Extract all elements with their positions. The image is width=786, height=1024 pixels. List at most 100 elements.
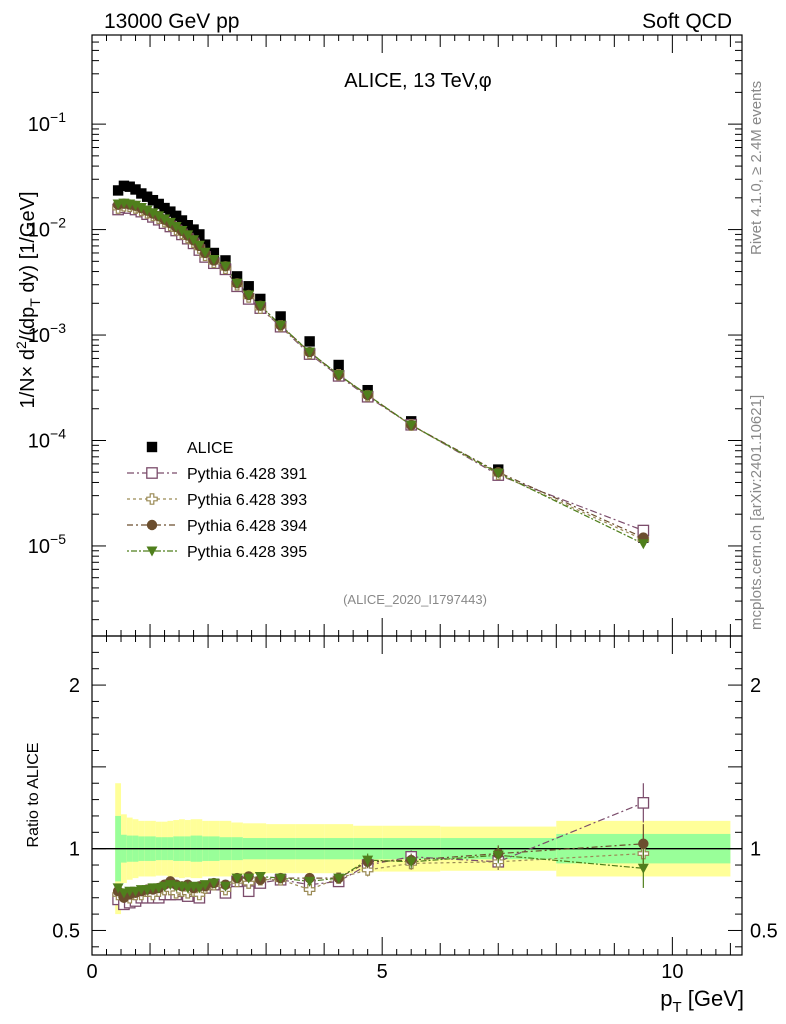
point-alice bbox=[170, 210, 182, 222]
header-left: 13000 GeV pp bbox=[104, 10, 239, 33]
ratio-point-pythia-6-428-395 bbox=[362, 855, 374, 866]
point-pythia-6-428-395 bbox=[147, 208, 159, 219]
header-right: Soft QCD bbox=[642, 10, 732, 33]
point-alice bbox=[220, 255, 231, 266]
legend-label: Pythia 6.428 391 bbox=[187, 466, 307, 483]
point-pythia-6-428-395 bbox=[182, 230, 194, 241]
ratio-point-pythia-6-428-391 bbox=[637, 797, 650, 809]
ratio-point-pythia-6-428-395 bbox=[637, 863, 649, 874]
point-alice bbox=[255, 293, 266, 305]
ratio-point-pythia-6-428-395 bbox=[405, 857, 417, 868]
point-pythia-6-428-395 bbox=[275, 320, 287, 331]
point-pythia-6-428-395 bbox=[304, 347, 316, 358]
y-label-part: /(dp bbox=[17, 307, 39, 341]
point-pythia-6-428-395 bbox=[243, 290, 255, 301]
point-pythia-6-428-395 bbox=[170, 221, 182, 232]
x-label-part: T bbox=[672, 999, 681, 1016]
mcplots-label: mcplots.cern.ch [arXiv:2401.10621] bbox=[748, 395, 765, 630]
ratio-y-tick-label: 0.5 bbox=[52, 920, 80, 942]
x-label-part: p bbox=[660, 986, 672, 1011]
ratio-y-tick-label-right: 2 bbox=[750, 675, 761, 697]
point-pythia-6-428-395 bbox=[153, 211, 165, 222]
point-pythia-6-428-395 bbox=[188, 235, 200, 246]
y-tick-base: 10 bbox=[28, 114, 50, 136]
point-pythia-6-428-395 bbox=[254, 301, 266, 312]
ratio-point-pythia-6-428-394 bbox=[638, 838, 649, 849]
ratio-point-pythia-6-428-395 bbox=[333, 873, 345, 884]
point-pythia-6-428-395 bbox=[193, 240, 205, 251]
main-y-axis-label: 1/N× d2/(dpT dy) [1/GeV] bbox=[13, 191, 43, 408]
legend-label: Pythia 6.428 394 bbox=[187, 518, 307, 535]
ratio-data-marks bbox=[112, 783, 650, 911]
y-tick-exponent: −3 bbox=[50, 320, 66, 336]
y-tick-exponent: −5 bbox=[50, 531, 66, 547]
series-line-pythia-6-428-393 bbox=[117, 205, 644, 541]
ratio-y-tick-label-right: 1 bbox=[750, 839, 761, 861]
x-tick-label: 10 bbox=[661, 961, 683, 983]
point-pythia-6-428-395 bbox=[141, 205, 153, 216]
x-label-part: [GeV] bbox=[682, 986, 744, 1011]
main-data-marks bbox=[112, 180, 650, 550]
point-pythia-6-428-395 bbox=[333, 370, 345, 381]
y-tick-base: 10 bbox=[28, 325, 50, 347]
point-pythia-6-428-395 bbox=[199, 247, 211, 258]
y-label-part: 2 bbox=[13, 341, 29, 349]
ratio-axes: 0.5 0.5 1 1 2 2 0 5 10 bbox=[52, 635, 778, 983]
main-panel: 10−510−410−310−210−1 ALICE, 13 TeV,φ (AL… bbox=[13, 34, 743, 637]
y-tick-label: 10−5 bbox=[28, 531, 66, 558]
y-tick-exponent: −4 bbox=[50, 425, 66, 441]
point-pythia-6-428-395 bbox=[231, 278, 243, 289]
ratio-point-pythia-6-428-393 bbox=[361, 864, 374, 876]
ratio-y-tick-label-right: 0.5 bbox=[750, 920, 778, 942]
point-pythia-6-428-395 bbox=[176, 226, 188, 237]
ratio-point-pythia-6-428-395 bbox=[219, 881, 231, 892]
point-pythia-6-428-395 bbox=[135, 202, 147, 213]
legend-marker-pythia-6-428-391 bbox=[146, 467, 158, 479]
ratio-frame bbox=[91, 635, 743, 956]
point-alice bbox=[159, 202, 170, 214]
analysis-tag: (ALICE_2020_I1797443) bbox=[343, 592, 487, 607]
point-alice bbox=[243, 281, 254, 292]
point-alice bbox=[136, 188, 147, 199]
y-label-part: dy) [1/GeV] bbox=[17, 191, 39, 298]
point-pythia-6-428-395 bbox=[164, 217, 176, 228]
point-alice bbox=[208, 247, 220, 259]
point-alice bbox=[188, 224, 199, 235]
point-pythia-6-428-395 bbox=[637, 539, 649, 550]
legend-label: Pythia 6.428 395 bbox=[187, 544, 307, 561]
x-tick-label: 5 bbox=[377, 961, 388, 983]
ratio-point-pythia-6-428-393 bbox=[303, 883, 316, 896]
y-tick-exponent: −2 bbox=[50, 215, 66, 231]
y-tick-label: 10−4 bbox=[28, 425, 66, 452]
point-alice bbox=[333, 359, 344, 371]
legend-marker-alice bbox=[146, 441, 158, 453]
series-line-pythia-6-428-391 bbox=[117, 206, 644, 532]
main-axes: 10−510−410−310−210−1 bbox=[28, 34, 743, 637]
ratio-y-tick-label: 1 bbox=[69, 839, 80, 861]
ratio-y-axis-label: Ratio to ALICE bbox=[25, 743, 42, 848]
ratio-point-pythia-6-428-395 bbox=[231, 873, 243, 884]
y-label-part: d bbox=[17, 349, 39, 366]
plot-title: ALICE, 13 TeV,φ bbox=[344, 70, 492, 92]
point-pythia-6-428-395 bbox=[159, 214, 171, 225]
y-tick-base: 10 bbox=[28, 220, 50, 242]
legend-label: Pythia 6.428 393 bbox=[187, 492, 307, 509]
ratio-point-pythia-6-428-395 bbox=[275, 873, 287, 884]
point-alice bbox=[194, 229, 205, 240]
point-alice bbox=[165, 206, 176, 217]
point-alice bbox=[153, 198, 164, 210]
ratio-uncertainty-bands bbox=[92, 783, 742, 915]
y-tick-base: 10 bbox=[28, 536, 50, 558]
y-tick-exponent: −1 bbox=[50, 109, 66, 125]
y-label-part: 1/N bbox=[17, 377, 39, 408]
point-pythia-6-428-395 bbox=[492, 468, 504, 479]
ratio-point-pythia-6-428-395 bbox=[254, 871, 266, 882]
point-pythia-6-428-395 bbox=[219, 261, 231, 272]
legend-marker-pythia-6-428-395 bbox=[146, 546, 158, 557]
rivet-version-label: Rivet 4.1.0, ≥ 2.4M events bbox=[748, 81, 765, 255]
legend-label: ALICE bbox=[187, 440, 233, 457]
point-alice bbox=[118, 180, 130, 192]
point-alice bbox=[130, 184, 141, 195]
legend-marker-pythia-6-428-393 bbox=[146, 493, 158, 505]
